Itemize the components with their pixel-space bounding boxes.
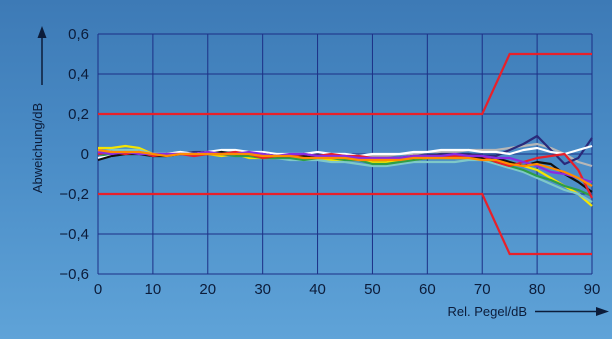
limit-line: [98, 52, 592, 116]
x-tick-label: 30: [254, 281, 271, 298]
y-axis-label: Abweichung/dB: [30, 103, 45, 193]
x-tick-label: 50: [364, 281, 381, 298]
y-tick-label: 0: [81, 146, 89, 163]
y-tick-label: 0,4: [68, 66, 89, 83]
limit-line: [98, 192, 592, 256]
x-tick-label: 40: [309, 281, 326, 298]
y-tick-label: −0,2: [59, 186, 89, 203]
x-tick-label: 20: [199, 281, 216, 298]
x-tick-label: 10: [145, 281, 162, 298]
y-tick-labels: −0,6 −0,4 −0,2 0 0,2 0,4 0,6: [59, 26, 89, 283]
limit-lines: [98, 52, 592, 256]
y-axis-arrow-head: [37, 26, 47, 38]
x-axis-label: Rel. Pegel/dB: [448, 304, 528, 319]
x-tick-label: 70: [474, 281, 491, 298]
series-line: [97, 150, 593, 184]
y-tick-label: −0,4: [59, 226, 89, 243]
x-axis-arrow-head: [596, 307, 609, 316]
y-tick-label: −0,6: [59, 266, 89, 283]
y-tick-label: 0,2: [68, 106, 89, 123]
x-tick-label: 60: [419, 281, 436, 298]
y-tick-label: 0,6: [68, 26, 89, 43]
x-tick-labels: 0 10 20 30 40 50 60 70 80 90: [94, 281, 601, 298]
x-tick-label: 80: [529, 281, 546, 298]
series-line: [97, 144, 593, 160]
x-tick-label: 0: [94, 281, 102, 298]
x-tick-label: 90: [584, 281, 601, 298]
series-line: [97, 148, 593, 187]
series-lines: [97, 134, 593, 207]
